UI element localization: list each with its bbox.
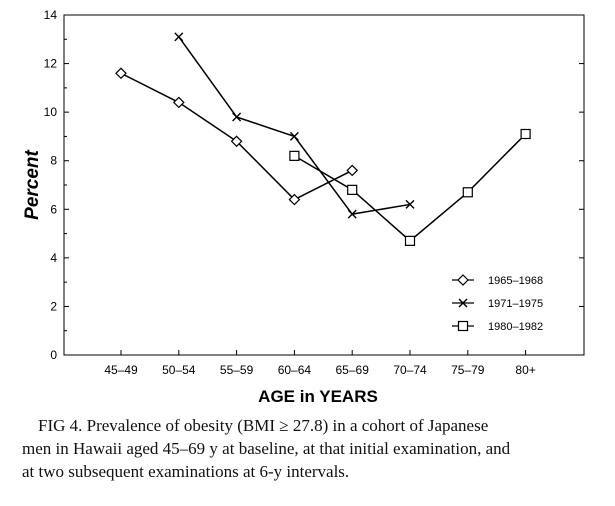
series-layer [115,32,531,246]
y-tick-label-14: 14 [44,8,58,22]
data-point-1965-1968-50-54 [172,96,185,109]
x-tick-label-80+: 80+ [515,363,535,377]
legend-marker-1965-1968 [457,274,469,286]
legend-marker-1971-1975 [458,298,468,308]
caption-line-2: men in Hawaii aged 45–69 y at baseline, … [22,439,511,458]
y-tick-label-4: 4 [50,251,57,265]
legend-marker-1980-1982 [457,320,469,332]
y-tick-label-12: 12 [44,57,58,71]
x-tick-label-75-79: 75–79 [451,363,485,377]
x-tick-label-65-69: 65–69 [336,363,370,377]
data-point-1965-1968-55-59 [230,135,243,148]
x-axis-title: AGE in YEARS [258,387,378,406]
x-tick-label-60-64: 60–64 [278,363,312,377]
legend-label-1980-1982: 1980–1982 [488,321,543,333]
y-tick-label-10: 10 [44,105,58,119]
data-point-1971-1975-50-54 [174,32,184,42]
obesity-prevalence-chart: 0 2 4 6 8 10 12 14 45–49 50–54 55–59 60–64 65–69 70–… [22,8,585,406]
data-point-1971-1975-60-64 [289,131,299,141]
x-tick-label-45-49: 45–49 [104,363,138,377]
data-point-1971-1975-60-64-stroke-b [289,131,299,141]
x-tick-label-70-74: 70–74 [393,363,427,377]
data-point-1971-1975-65-69 [347,209,357,219]
caption-line-1: FIG 4. Prevalence of obesity (BMI ≥ 27.8… [38,416,489,435]
y-tick-label-0: 0 [50,348,57,362]
data-point-1980-1982-70-74 [404,235,416,246]
data-point-1965-1968-65-69 [346,164,359,177]
y-axis-ticks: 0 2 4 6 8 10 12 14 [44,8,584,362]
data-point-1971-1975-50-54-stroke-b [174,32,184,42]
data-point-1965-1968-60-64 [288,193,301,206]
legend-label-1965-1968: 1965–1968 [488,275,543,287]
data-point-1971-1975-55-59-stroke-b [232,112,242,122]
legend-marker-1971-1975-stroke-b [458,298,468,308]
caption-line-3: at two subsequent examinations at 6-y in… [22,462,350,481]
data-point-1971-1975-55-59 [232,112,242,122]
data-point-1980-1982-60-64 [289,150,300,161]
data-point-1980-1982-80+ [520,128,531,140]
y-tick-label-6: 6 [50,202,57,216]
data-point-1980-1982-65-69 [347,184,358,195]
data-point-1980-1982-75-79 [462,187,473,198]
x-axis-ticks: 45–49 50–54 55–59 60–64 65–69 70–74 75–79 80+ [104,350,536,377]
y-tick-label-8: 8 [50,154,57,168]
data-point-1971-1975-70-74 [405,199,415,209]
y-axis-title: Percent [22,149,43,219]
figure-caption: FIG 4. Prevalence of obesity (BMI ≥ 27.8… [22,414,598,483]
legend: 1965–1968 1971–1975 1980–1982 [452,274,543,333]
x-tick-label-55-59: 55–59 [220,363,254,377]
y-tick-label-2: 2 [50,299,57,313]
legend-label-1971-1975: 1971–1975 [488,298,543,310]
x-tick-label-50-54: 50–54 [162,363,196,377]
data-point-1971-1975-70-74-stroke-b [405,199,415,209]
data-point-1971-1975-65-69-stroke-b [347,209,357,219]
series-line-1980-1982 [294,133,527,242]
data-point-1965-1968-45-49 [115,67,127,80]
